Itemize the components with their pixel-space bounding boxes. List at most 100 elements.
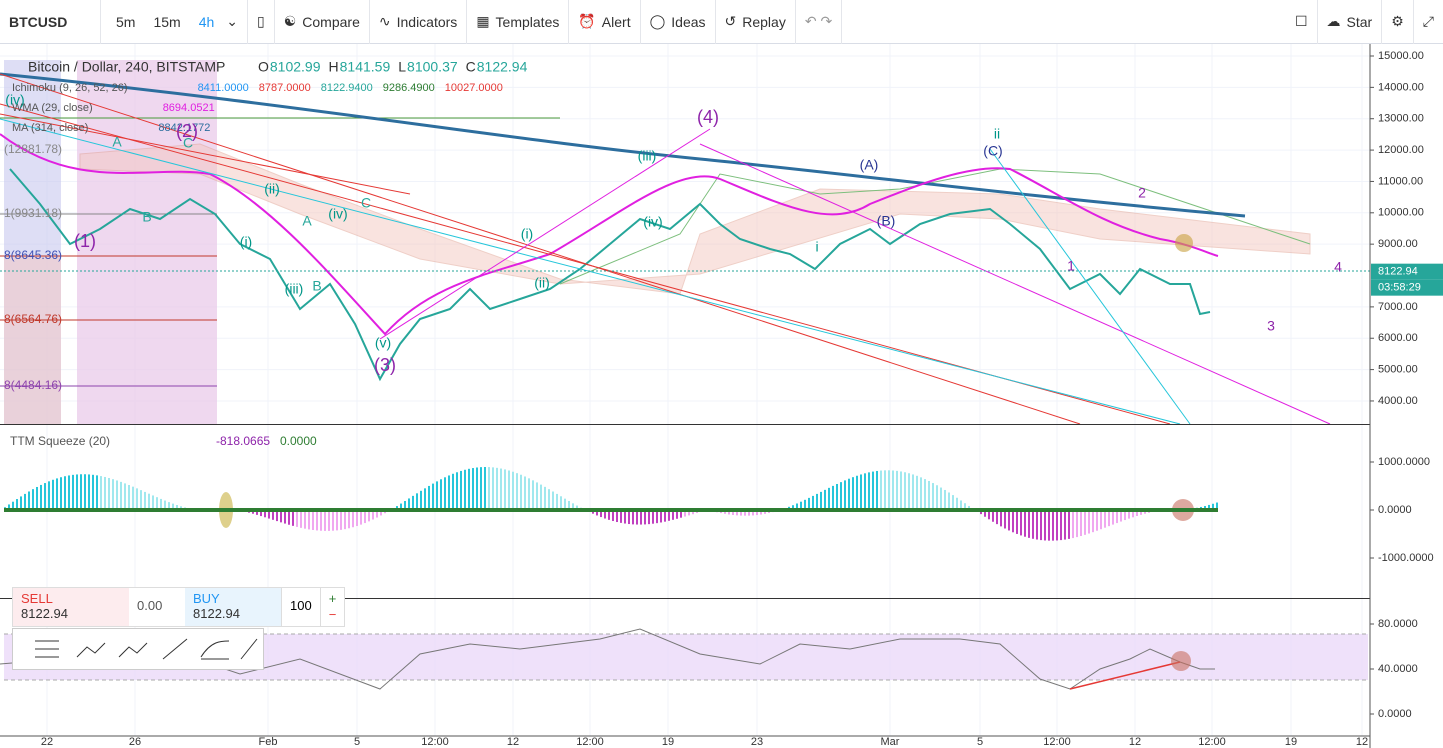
highlight: [1175, 234, 1193, 252]
symbol[interactable]: BTCUSD: [0, 0, 101, 44]
ideas-button[interactable]: ◯ Ideas: [641, 0, 716, 44]
spread: 0.00: [137, 598, 163, 613]
tool-icon[interactable]: [35, 640, 59, 658]
ttm-bar: [340, 510, 342, 530]
rsi-line: [0, 628, 1215, 690]
ttm-bar: [328, 510, 330, 531]
wma-line: [0, 133, 1219, 336]
intervals: 5m 15m 4h ⌄: [101, 0, 248, 44]
ttm-bar: [964, 503, 966, 510]
icon: ∿: [378, 13, 391, 29]
price-tick-label: 6000.00: [1378, 332, 1418, 344]
dropdown[interactable]: ⌄: [226, 13, 238, 29]
ttm-tick-label: -1000.0000: [1378, 552, 1434, 564]
trend-line: [0, 73, 1081, 425]
ttm-bar: [48, 481, 50, 510]
wave-label: (iv): [5, 92, 24, 108]
ttm-bar: [1060, 510, 1062, 541]
ttm-bar: [1012, 510, 1014, 533]
price-tick-label: 4000.00: [1378, 395, 1418, 407]
ttm-bar: [528, 478, 530, 510]
ttm-bar: [824, 489, 826, 510]
expand[interactable]: ⤢: [1422, 13, 1434, 29]
price: 8122.94: [21, 606, 68, 621]
fullscreen-box[interactable]: ☐: [1286, 0, 1318, 44]
wave-label: ii: [994, 126, 1000, 142]
ttm-bar: [452, 473, 454, 510]
ttm-bar: [40, 484, 42, 510]
trade-widget: SELL 8122.94 0.00 BUY 8122.94 100 + −: [12, 587, 346, 627]
wave-label: A: [302, 213, 312, 229]
tool-icon[interactable]: [118, 642, 148, 658]
interval[interactable]: 4h: [198, 13, 215, 30]
ttm-bar: [300, 510, 302, 528]
ttm-bar: [756, 510, 758, 516]
price-tick-label: 13000.00: [1378, 113, 1424, 125]
ttm-bar: [80, 474, 82, 510]
fib-label: 8(8645.36): [4, 248, 62, 262]
ttm-bar: [1212, 503, 1214, 510]
ttm-bar: [956, 497, 958, 510]
ttm-bar: [332, 510, 334, 531]
tool-icon[interactable]: [200, 640, 230, 660]
ttm-bar: [136, 488, 138, 510]
compare-button[interactable]: ☯ Compare: [275, 0, 370, 44]
chart-style[interactable]: ▯: [248, 0, 275, 44]
quantity[interactable]: 100: [281, 588, 320, 626]
stepper[interactable]: + −: [319, 588, 345, 626]
x-tick-label: 22: [41, 736, 53, 748]
price-tick-label: 11000.00: [1378, 175, 1423, 187]
ttm-bar: [760, 510, 762, 515]
indicators-button[interactable]: ∿ Indicators: [370, 0, 468, 44]
ttm-bar: [576, 505, 578, 510]
x-tick-label: 12:00: [421, 736, 449, 748]
countdown: 03:58:29: [1378, 282, 1421, 294]
ttm-bar: [1004, 510, 1006, 529]
ttm-bar: [1000, 510, 1002, 527]
tool-icon[interactable]: [240, 638, 258, 660]
ttm-bar: [840, 482, 842, 510]
ttm-bar: [112, 479, 114, 510]
ttm-bar: [1088, 510, 1090, 534]
trend-line: [1069, 661, 1181, 690]
buy-button[interactable]: BUY 8122.94: [185, 588, 281, 626]
ttm-bar: [924, 479, 926, 510]
x-tick-label: 12:00: [576, 736, 604, 748]
wave-label: 4: [1334, 259, 1342, 275]
ttm-bar: [1048, 510, 1050, 541]
ttm-bar: [540, 484, 542, 510]
ttm-bar: [1080, 510, 1082, 537]
ttm-bar: [176, 505, 178, 510]
ttm-bar: [804, 499, 806, 510]
ttm-bar: [68, 475, 70, 510]
ohlc-label: C: [466, 59, 476, 75]
ttm-bar: [1052, 510, 1054, 541]
replay-button[interactable]: ↺ Replay: [716, 0, 796, 44]
ttm-bar: [968, 505, 970, 510]
interval[interactable]: 15m: [153, 13, 181, 30]
ttm-bar: [1068, 510, 1070, 539]
ttm-bar: [812, 495, 814, 510]
settings[interactable]: ⚙: [1382, 0, 1414, 44]
templates-button[interactable]: ▦ Templates: [467, 0, 570, 44]
tool-icon[interactable]: [76, 642, 106, 658]
ttm-bar: [852, 477, 854, 510]
icon: ↺: [724, 13, 737, 29]
ttm-bar: [124, 483, 126, 510]
wave-label: C: [361, 195, 371, 211]
fib-label: (12881.78): [4, 142, 62, 156]
ttm-bar: [744, 510, 746, 516]
ttm-bar: [888, 470, 890, 510]
pane-divider: [0, 424, 1370, 425]
ttm-bar: [440, 479, 442, 510]
ttm-bar: [1076, 510, 1078, 538]
undo-redo[interactable]: ↶ ↷: [796, 0, 843, 44]
ttm-bar: [680, 510, 682, 518]
sell-button[interactable]: SELL 8122.94: [13, 588, 129, 626]
interval[interactable]: 5m: [116, 13, 136, 30]
tool-icon[interactable]: [162, 638, 188, 660]
ttm-bar: [796, 503, 798, 510]
alert-button[interactable]: ⏰ Alert: [569, 0, 641, 44]
wave-label: (iv): [643, 214, 662, 230]
star-button[interactable]: ☁ Star: [1318, 0, 1383, 44]
